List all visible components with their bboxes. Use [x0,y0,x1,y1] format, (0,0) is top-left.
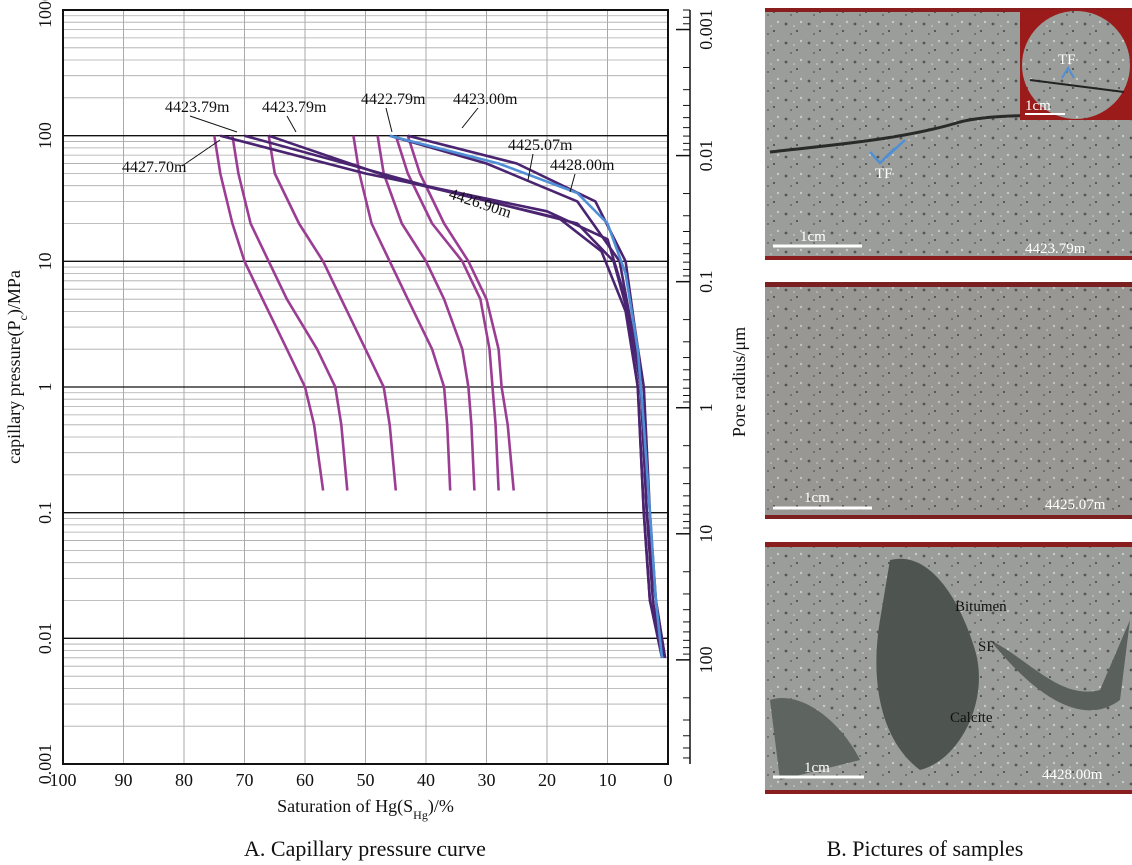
x-tick-label: 0 [664,770,673,790]
x-tick-label: 40 [417,770,435,790]
x-tick-label: 30 [478,770,496,790]
label-part: Saturation of Hg(S [277,796,413,817]
y2-tick-label: 0.1 [696,270,716,293]
photo-label: 4425.07m [1045,497,1106,513]
label-part: c [16,315,30,320]
label-part: Hg [413,808,428,822]
curve [213,135,325,491]
curve [231,135,349,491]
photo-panel: Bitumen SF Calcite 1cm 4428.00m [765,542,1132,794]
photo-label: 4428.00m [1042,767,1103,783]
leader-line [286,115,297,133]
label-part: )/% [428,796,454,817]
curve [406,135,515,491]
photo-label: 1cm [804,760,830,776]
y-tick-label: 1000 [35,0,55,28]
annotation: 4425.07m [508,137,573,154]
y-tick-label: 0.01 [35,623,55,655]
photo-panel: 1cm 4425.07m [765,282,1132,519]
photo-label: SF [978,639,995,655]
annotation: 4422.79m [361,91,426,108]
leader-line [181,139,221,167]
annotation: 4423.79m [262,99,327,116]
photo-label: 1cm [1025,98,1051,114]
annotation: 4423.79m [165,99,230,116]
photo-label: 1cm [804,490,830,506]
y-tick-label: 100 [35,122,55,149]
photo-label: 1cm [800,229,826,245]
caption: A. Capillary pressure curve [244,836,486,861]
y-tick-label: 0.001 [35,744,55,785]
annotation: 4428.00m [550,157,615,174]
y2-tick-label: 0.01 [696,140,716,172]
photo-label: Calcite [950,710,993,726]
x-tick-label: 50 [357,770,375,790]
photo-label: TF [875,166,893,182]
y2-tick-label: 10 [696,525,716,543]
annotation: 4423.00m [453,91,518,108]
x-tick-label: 10 [599,770,617,790]
photo-label: 4423.79m [1025,241,1086,257]
annotation: 4426.90m [447,186,514,222]
label-part: )/MPa [4,270,25,315]
leader-line [461,107,479,129]
x-axis-label: Saturation of Hg(SHg)/% [277,796,454,822]
x-tick-label: 20 [538,770,556,790]
x-tick-label: 70 [236,770,254,790]
y-axis-label: capillary pressure(Pc)/MPa [4,270,30,464]
curve [389,134,667,659]
curve [389,134,664,658]
y2-tick-label: 100 [696,646,716,673]
y2-tick-label: 1 [696,403,716,412]
x-tick-label: 100 [50,770,77,790]
leader-line [569,173,576,193]
curve [219,134,664,659]
curve [352,135,452,491]
label-part: capillary pressure(P [4,320,25,463]
annotation: 4427.70m [122,159,187,176]
photo-label: Bitumen [955,599,1007,615]
y2-axis-label: Pore radius/μm [729,327,749,437]
leader-line [527,153,534,181]
curve [376,135,476,491]
x-tick-label: 60 [296,770,314,790]
caption: B. Pictures of samples [827,836,1024,861]
photo-label: TF [1058,52,1076,68]
y2-tick-label: 0.001 [696,9,716,50]
curve [267,135,398,491]
y-tick-label: 10 [35,252,55,270]
leader-line [385,107,393,133]
curve [268,134,667,659]
x-tick-label: 80 [175,770,193,790]
photo-panel: TF 1cm 4423.79m TF 1cm [765,8,1132,260]
y-tick-label: 0.1 [35,501,55,524]
plot-border [62,9,669,765]
curve [394,135,500,491]
y-tick-label: 1 [35,383,55,392]
x-tick-label: 90 [115,770,133,790]
leader-line [189,115,238,133]
plot: 100 90 80 70 60 50 40 30 20 10 010001001010.10.010… [4,0,749,822]
